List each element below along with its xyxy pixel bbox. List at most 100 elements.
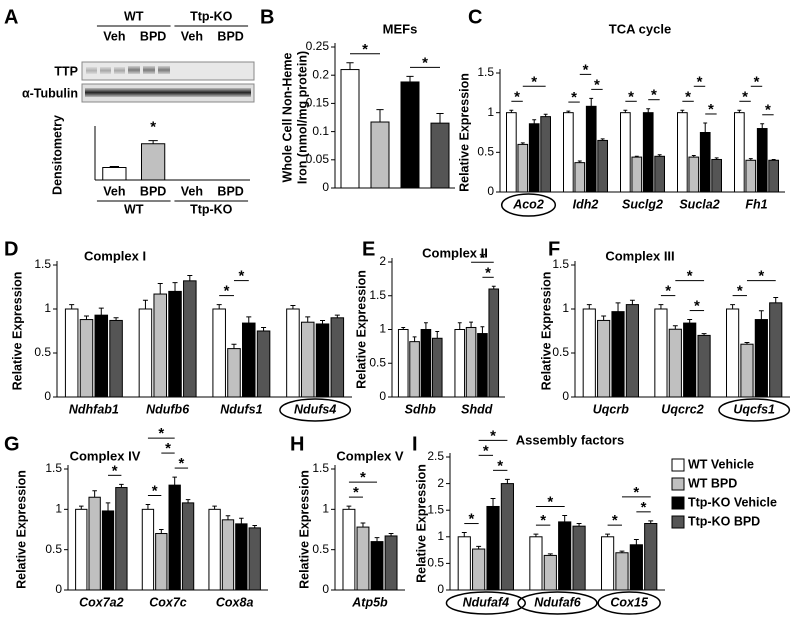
legend-label: Ttp-KO Vehicle: [688, 495, 777, 509]
bar: [745, 159, 757, 193]
error-bar: [687, 319, 693, 324]
bar: [208, 508, 221, 591]
bar: [168, 484, 181, 591]
bar: [726, 308, 740, 398]
significance-star: *: [547, 493, 553, 510]
error-bar: [509, 109, 514, 113]
error-bar: [648, 520, 654, 524]
bar: [528, 123, 540, 193]
error-bar: [771, 158, 776, 161]
y-axis-label: Relative Expression: [10, 272, 24, 391]
y-tick-label: 1.5: [477, 65, 494, 79]
bar: [654, 155, 665, 193]
panel-letter: E: [362, 238, 375, 260]
bar: [601, 536, 615, 591]
y-axis-label: Relative Expression: [414, 464, 428, 583]
error-bar: [406, 75, 414, 82]
y-tick-label: 2: [379, 254, 386, 268]
label-circle: [279, 398, 352, 422]
y-axis-label: Densitometry: [50, 115, 64, 195]
bar: [183, 280, 197, 398]
y-axis-label: Whole Cell Non-Heme: [280, 53, 294, 183]
significance-star: *: [633, 484, 639, 501]
error-bar: [469, 321, 474, 328]
bar: [221, 519, 235, 591]
x-tick-label: Ndufs4: [294, 402, 336, 416]
x-tick-label: Ndufaf6: [534, 595, 582, 609]
bar: [642, 112, 654, 193]
legend-swatch: [671, 477, 685, 491]
bar: [572, 525, 586, 591]
bar: [212, 308, 226, 398]
bar: [615, 552, 629, 591]
bar: [683, 322, 697, 398]
bar: [88, 496, 101, 591]
y-tick-label: 0: [44, 389, 51, 403]
bar: [94, 314, 109, 398]
significance-star: *: [469, 511, 475, 528]
label-circle: [718, 398, 791, 422]
bar: [506, 112, 517, 193]
bar: [625, 304, 639, 398]
group-label: WT: [124, 9, 144, 23]
legend-label: WT Vehicle: [688, 457, 754, 471]
error-bar: [216, 304, 222, 309]
bar: [734, 112, 745, 193]
bar: [420, 329, 432, 398]
y-tick-label: 0.25: [306, 39, 330, 53]
bar: [181, 502, 195, 591]
y-tick-label: 0.5: [427, 556, 444, 570]
label-circle: [517, 591, 598, 615]
bar: [688, 156, 700, 193]
error-bar: [388, 533, 394, 536]
error-bar: [576, 523, 582, 527]
error-bar: [172, 476, 177, 486]
error-bar: [577, 160, 582, 163]
label-circle: [445, 591, 526, 615]
bar: [740, 343, 754, 398]
lane-label: Veh: [103, 29, 125, 43]
error-bar: [435, 331, 440, 339]
y-tick-label: 2.5: [427, 449, 444, 463]
chart-title: Complex I: [84, 248, 146, 263]
error-bar: [109, 166, 120, 168]
error-bar: [566, 110, 571, 113]
error-bar: [773, 297, 779, 303]
y-tick-label: 0.1: [312, 124, 329, 138]
error-bar: [758, 310, 764, 320]
bar: [248, 527, 261, 591]
y-tick-label: 1.5: [369, 288, 386, 302]
significance-star: *: [112, 462, 118, 479]
chart-title: Assembly factors: [516, 432, 624, 447]
panel-letter: A: [4, 6, 18, 28]
error-bar: [730, 304, 736, 309]
bar: [768, 159, 779, 193]
y-tick-label: 0: [437, 582, 444, 596]
error-bar: [476, 545, 482, 550]
chart-title: TCA cycle: [609, 21, 671, 36]
error-bar: [615, 302, 621, 312]
error-bar: [504, 478, 510, 484]
x-tick-label: Atp5b: [351, 595, 388, 609]
significance-star: *: [742, 88, 748, 105]
error-bar: [672, 325, 678, 330]
band: [100, 67, 111, 74]
bar: [756, 128, 768, 193]
x-tick-label: Cox7c: [149, 595, 187, 609]
bar: [465, 326, 477, 398]
panel-letter: B: [260, 6, 274, 28]
significance-star: *: [628, 88, 634, 105]
y-axis-label: Relative Expression: [297, 470, 311, 589]
panel-letter: I: [412, 433, 418, 455]
bar: [242, 322, 256, 398]
significance-star: *: [490, 427, 496, 444]
significance-star: *: [594, 76, 600, 93]
y-tick-label: 1: [44, 301, 51, 315]
bar: [654, 308, 668, 398]
western-blot: [81, 61, 255, 103]
panel-letter: D: [4, 238, 18, 260]
error-bar: [547, 553, 553, 556]
x-tick-label: Cox15: [610, 595, 649, 609]
bar: [517, 143, 529, 193]
x-tick-label: Aco2: [512, 197, 544, 211]
